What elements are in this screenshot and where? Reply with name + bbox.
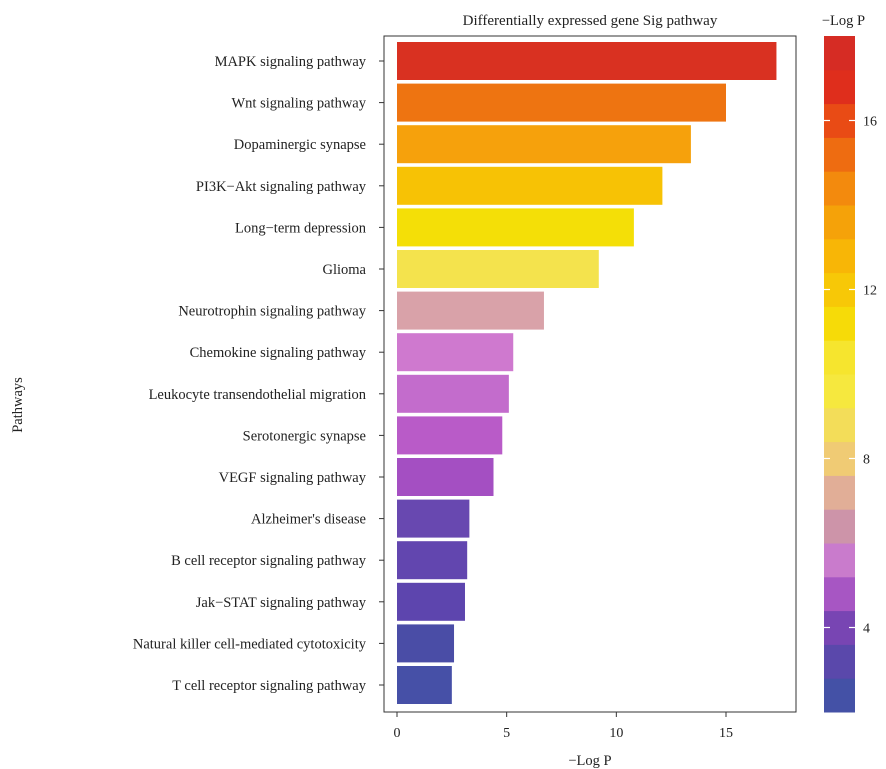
category-label: VEGF signaling pathway: [219, 470, 367, 486]
colorbar-segment: [824, 171, 855, 206]
y-axis: [379, 60, 384, 686]
colorbar-segment: [824, 644, 855, 679]
category-label: Chemokine signaling pathway: [190, 345, 367, 361]
bar: [397, 666, 452, 704]
colorbar-segment: [824, 137, 855, 172]
bar: [397, 83, 726, 122]
x-axis-title: −Log P: [568, 753, 611, 769]
category-label: Wnt signaling pathway: [231, 96, 366, 112]
colorbar-segment: [824, 543, 855, 578]
colorbar-title: −Log P: [822, 13, 865, 29]
bar: [397, 250, 599, 288]
category-label: Glioma: [323, 262, 367, 278]
chart-title: Differentially expressed gene Sig pathwa…: [463, 13, 718, 29]
colorbar-segment: [824, 205, 855, 240]
bar: [397, 458, 494, 496]
bar: [397, 291, 544, 330]
category-label: B cell receptor signaling pathway: [171, 553, 367, 569]
bar: [397, 208, 634, 247]
bar: [397, 416, 503, 455]
category-label: T cell receptor signaling pathway: [172, 678, 367, 694]
colorbar-segment: [824, 374, 855, 409]
bar: [397, 374, 509, 413]
x-tick-label: 10: [609, 726, 623, 741]
category-label: Dopaminergic synapse: [234, 137, 366, 153]
category-label: Alzheimer's disease: [251, 512, 366, 528]
colorbar-segment: [824, 306, 855, 341]
x-tick-label: 5: [503, 726, 510, 741]
bar: [397, 125, 691, 164]
colorbar-tick-label: 12: [863, 284, 877, 299]
colorbar-segment: [824, 576, 855, 612]
bar: [397, 582, 465, 621]
bar: [397, 624, 455, 663]
x-tick-label: 15: [719, 726, 733, 741]
colorbar-segment: [824, 509, 855, 544]
bars-group: [397, 42, 777, 704]
category-label: Leukocyte transendothelial migration: [149, 387, 367, 403]
x-axis: 0 5 10 15: [394, 712, 733, 741]
colorbar: 4 8 12 16: [824, 36, 877, 713]
category-label: Serotonergic synapse: [243, 428, 366, 444]
plot-frame: [383, 35, 797, 713]
bar: [397, 499, 470, 538]
bar: [397, 333, 514, 372]
category-label: Long−term depression: [235, 220, 367, 236]
colorbar-segment: [824, 69, 855, 105]
category-labels: MAPK signaling pathway Wnt signaling path…: [133, 54, 367, 694]
colorbar-segment: [824, 475, 855, 510]
colorbar-segment: [824, 238, 855, 274]
category-label: Jak−STAT signaling pathway: [196, 595, 367, 611]
colorbar-segment: [824, 36, 855, 71]
colorbar-segment: [824, 340, 855, 375]
colorbar-tick-label: 16: [863, 115, 877, 130]
x-tick-label: 0: [394, 726, 401, 741]
colorbar-segment: [824, 678, 855, 713]
colorbar-tick-label: 4: [863, 622, 870, 637]
colorbar-segment: [824, 407, 855, 443]
bar: [397, 541, 468, 580]
category-label: MAPK signaling pathway: [215, 54, 367, 70]
category-label: Natural killer cell-mediated cytotoxicit…: [133, 636, 367, 652]
category-label: Neurotrophin signaling pathway: [178, 304, 366, 320]
colorbar-tick-label: 8: [863, 453, 870, 468]
bar: [397, 42, 777, 80]
bar: [397, 166, 663, 205]
y-axis-title: Pathways: [10, 377, 26, 433]
category-label: PI3K−Akt signaling pathway: [196, 179, 367, 195]
